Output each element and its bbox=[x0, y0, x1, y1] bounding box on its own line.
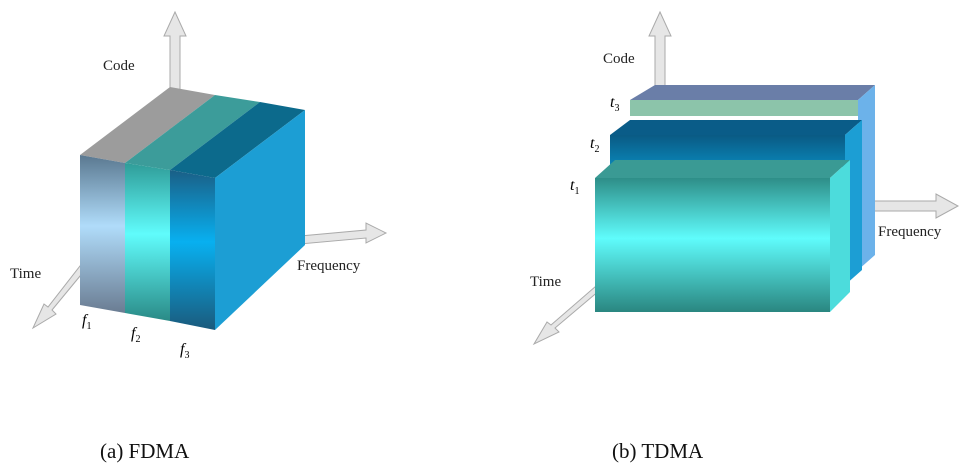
diagram: Code Time Frequency f1 f2 f3 (a) FDMA Co… bbox=[0, 0, 968, 472]
block-label: t1 bbox=[570, 177, 579, 197]
slab-f1 bbox=[80, 155, 125, 313]
block-label: t3 bbox=[610, 94, 619, 114]
caption: (b) TDMA bbox=[612, 439, 704, 463]
panel-tdma: Code Time Frequency t1 t2 t3 (b) TDMA bbox=[530, 12, 958, 463]
time-label: Time bbox=[10, 266, 41, 282]
slab-f3 bbox=[170, 170, 215, 330]
top-t1 bbox=[595, 160, 850, 178]
code-label: Code bbox=[103, 58, 135, 74]
right-t1 bbox=[830, 160, 850, 312]
block-label: f1 bbox=[82, 312, 91, 332]
time-axis bbox=[534, 286, 600, 344]
frequency-label: Frequency bbox=[878, 224, 942, 240]
frequency-axis bbox=[300, 223, 386, 244]
caption: (a) FDMA bbox=[100, 439, 190, 463]
slab-t1 bbox=[595, 178, 830, 312]
frequency-axis bbox=[870, 194, 958, 218]
slab-f2 bbox=[125, 163, 170, 321]
panel-fdma: Code Time Frequency f1 f2 f3 (a) FDMA bbox=[10, 12, 386, 463]
code-axis bbox=[649, 12, 671, 90]
top-t3 bbox=[630, 85, 875, 100]
block-label: f2 bbox=[131, 325, 140, 345]
code-label: Code bbox=[603, 51, 635, 67]
top-t2 bbox=[610, 120, 862, 135]
frequency-label: Frequency bbox=[297, 258, 361, 274]
block-label: t2 bbox=[590, 135, 599, 155]
time-label: Time bbox=[530, 274, 561, 290]
slab-t3 bbox=[630, 100, 858, 116]
block-label: f3 bbox=[180, 341, 189, 361]
